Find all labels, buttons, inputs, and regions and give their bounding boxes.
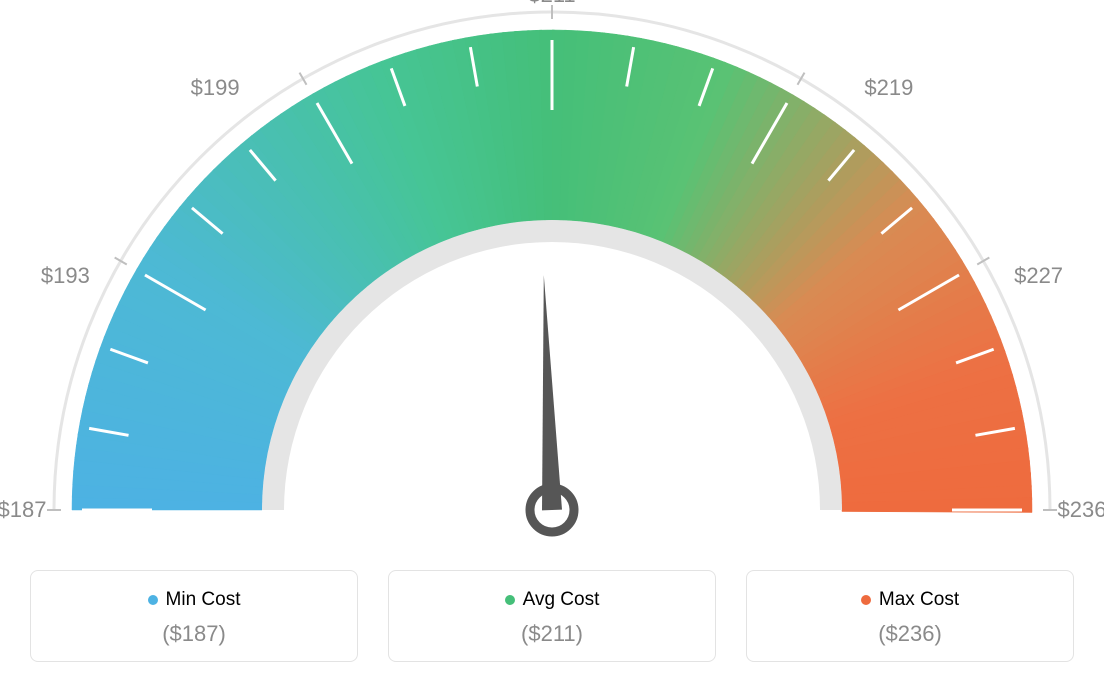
min-cost-title: Min Cost [148, 589, 241, 611]
gauge-tick-label: $236 [1058, 497, 1104, 523]
gauge-tick-label: $193 [41, 263, 90, 289]
gauge-tick-label: $219 [864, 75, 913, 101]
gauge-svg [0, 0, 1104, 560]
avg-cost-value: ($211) [399, 621, 705, 647]
avg-cost-card: Avg Cost ($211) [388, 570, 716, 662]
dot-icon [505, 595, 515, 605]
min-cost-label: Min Cost [166, 589, 241, 611]
avg-cost-title: Avg Cost [505, 589, 600, 611]
gauge-tick-label: $199 [191, 75, 240, 101]
summary-cards: Min Cost ($187) Avg Cost ($211) Max Cost… [0, 570, 1104, 662]
gauge-tick-label: $187 [0, 497, 46, 523]
max-cost-value: ($236) [757, 621, 1063, 647]
max-cost-card: Max Cost ($236) [746, 570, 1074, 662]
gauge-tick-label: $227 [1014, 263, 1063, 289]
max-cost-title: Max Cost [861, 589, 959, 611]
min-cost-card: Min Cost ($187) [30, 570, 358, 662]
dot-icon [148, 595, 158, 605]
min-cost-value: ($187) [41, 621, 347, 647]
gauge-chart: $187 $193 $199 $211 $219 $227 $236 [0, 0, 1104, 560]
dot-icon [861, 595, 871, 605]
gauge-tick-label: $211 [528, 0, 575, 8]
avg-cost-label: Avg Cost [523, 589, 600, 611]
max-cost-label: Max Cost [879, 589, 959, 611]
